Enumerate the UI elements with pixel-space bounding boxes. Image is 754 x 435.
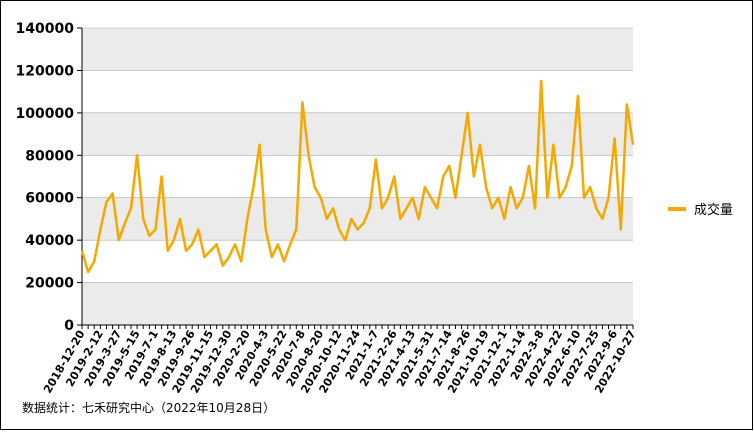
grid-band [82, 282, 633, 325]
data-line [80, 79, 635, 274]
legend-label: 成交量 [694, 202, 733, 218]
source-note: 数据统计：七禾研究中心（2022年10月28日） [22, 400, 275, 415]
y-tick-label: 60000 [25, 191, 74, 207]
y-tick-label: 100000 [16, 106, 75, 122]
grid-band [82, 28, 633, 71]
y-tick-label: 120000 [16, 63, 75, 79]
grid-band [82, 112, 633, 156]
y-tick-label: 140000 [16, 21, 75, 37]
y-tick-label: 40000 [25, 233, 74, 249]
y-tick-label: 0 [64, 318, 74, 334]
y-tick-label: 20000 [25, 276, 74, 292]
y-tick-label: 80000 [25, 148, 74, 164]
grid-band [82, 197, 633, 241]
